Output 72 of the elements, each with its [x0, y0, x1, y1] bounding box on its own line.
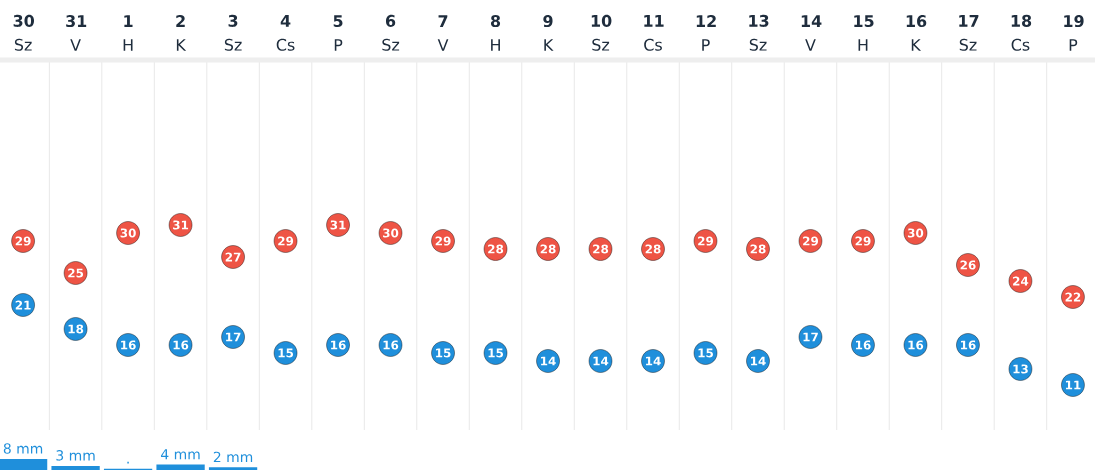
x-tick-label: 11 Cs: [644, 15, 664, 51]
x-tick-label: 18 Cs: [1011, 14, 1032, 51]
data-label: 31: [330, 220, 346, 230]
data-label: .: [127, 461, 129, 464]
data-label: 15: [278, 348, 294, 358]
x-tick-label: 30 Sz: [13, 14, 35, 51]
data-label: 29: [435, 236, 451, 246]
data-label: 18: [68, 324, 84, 334]
data-label: 25: [68, 268, 84, 278]
x-tick-label: 12 P: [696, 15, 716, 51]
x-tick-label: 15 H: [854, 15, 874, 51]
x-tick-label: 14 V: [801, 15, 822, 51]
data-label: 31: [173, 220, 189, 230]
data-label: 28: [540, 244, 556, 254]
data-label: 30: [120, 228, 136, 238]
data-label: 15: [488, 348, 504, 358]
data-label: 26: [960, 260, 976, 270]
data-label: 30: [383, 228, 399, 238]
x-tick-label: 8 H: [490, 15, 501, 51]
data-label: 24: [1013, 276, 1029, 286]
data-label: 29: [803, 236, 819, 246]
x-tick-label: 9 K: [543, 15, 554, 51]
x-tick-label: 6 Sz: [382, 14, 400, 51]
x-tick-label: 7 V: [437, 15, 449, 51]
data-label: 22: [1065, 292, 1081, 302]
bar: [156, 464, 205, 470]
data-label: 30: [907, 228, 924, 238]
x-tick-label: 13 Sz: [749, 14, 769, 51]
data-label: 16: [856, 340, 871, 350]
data-label: 15: [436, 348, 451, 358]
data-label: 2 mm: [213, 451, 253, 463]
data-label: 15: [698, 348, 713, 358]
data-label: 28: [645, 244, 661, 254]
x-tick-label: 16 K: [906, 15, 927, 51]
data-label: 29: [278, 236, 294, 246]
data-label: 16: [960, 340, 976, 350]
bar: [51, 465, 100, 470]
data-label: 3 mm: [56, 450, 95, 461]
x-tick-label: 31 V: [66, 15, 87, 51]
data-label: 16: [121, 340, 136, 350]
x-tick-label: 10 Sz: [591, 14, 612, 51]
data-label: 29: [855, 236, 871, 246]
data-label: 21: [15, 300, 31, 310]
x-tick-label: 4 Cs: [276, 15, 295, 51]
data-label: 14: [541, 356, 556, 366]
data-label: 13: [1013, 364, 1028, 374]
x-tick-label: 19 P: [1064, 15, 1084, 51]
data-label: 8 mm: [3, 443, 43, 454]
data-label: 29: [15, 236, 31, 246]
data-label: 16: [383, 340, 399, 350]
data-label: 17: [226, 332, 241, 342]
x-tick-label: 17 Sz: [959, 15, 979, 51]
x-tick-label: 5 P: [333, 15, 343, 51]
x-tick-label: 1 H: [123, 15, 133, 51]
data-label: 28: [750, 244, 766, 254]
x-tick-label: 2 K: [176, 15, 187, 51]
data-label: 28: [593, 244, 609, 254]
data-label: 29: [698, 236, 714, 246]
data-label: 28: [488, 244, 504, 254]
data-label: 4 mm: [161, 449, 200, 460]
data-label: 16: [331, 340, 346, 350]
bar: [208, 467, 258, 470]
data-label: 27: [225, 252, 241, 262]
data-label: 14: [593, 356, 609, 366]
data-label: 11: [1065, 380, 1081, 390]
data-label: 14: [751, 356, 766, 366]
data-label: 16: [908, 340, 924, 350]
data-label: 17: [803, 332, 818, 342]
data-label: 14: [646, 356, 661, 366]
x-tick-label: 3 Sz: [224, 14, 242, 51]
bar: [0, 459, 48, 470]
data-label: 16: [173, 340, 189, 350]
